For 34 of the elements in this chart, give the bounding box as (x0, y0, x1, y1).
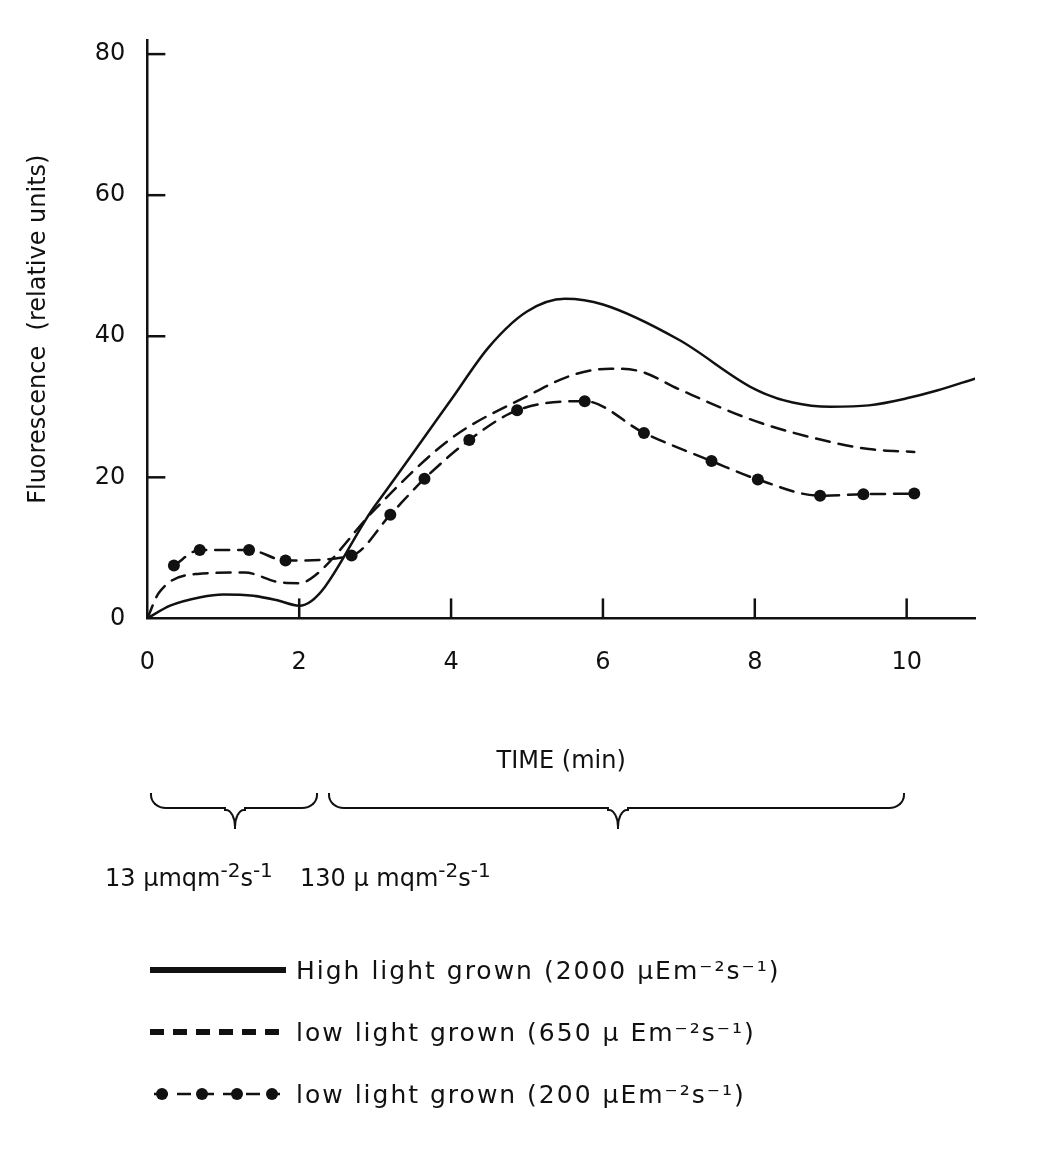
point (857, 488, 870, 501)
text: 13 µmqm$^{-2}$s$^{-1}$ (105, 858, 273, 892)
x-tick-label: 8 (747, 647, 763, 676)
point (578, 395, 591, 408)
x-axis-title: TIME (min) (495, 745, 626, 774)
point (511, 404, 524, 417)
point (463, 433, 476, 446)
x-tick-label: 4 (443, 647, 459, 676)
point (345, 549, 358, 562)
point (814, 489, 827, 502)
point (908, 487, 921, 500)
point (637, 426, 650, 439)
y-tick-label: 60 (94, 179, 126, 208)
text: 130 µ mqm$^{-2}$s$^{-1}$ (300, 858, 491, 892)
y-tick-label: 40 (94, 320, 126, 349)
legend-label: High light grown (2000 µEm⁻²s⁻¹) (296, 955, 781, 985)
x-tick-label: 10 (891, 647, 922, 676)
x-tick-label: 0 (139, 647, 155, 676)
y-tick-label: 20 (94, 461, 126, 490)
point (243, 543, 256, 556)
legend-label: low light grown (650 µ Em⁻²s⁻¹) (296, 1017, 756, 1047)
point (751, 473, 764, 486)
point (279, 554, 292, 567)
y-tick-label: 0 (110, 602, 126, 631)
point (418, 472, 431, 485)
point (167, 559, 180, 572)
y-tick-label: 80 (94, 38, 126, 67)
x-tick-label: 2 (291, 647, 307, 676)
y-axis-title: Fluorescence (relative units) (22, 154, 51, 504)
x-tick-label: 6 (595, 647, 611, 676)
point (705, 455, 718, 468)
point (384, 508, 397, 521)
point (193, 543, 206, 556)
legend-label: low light grown (200 µEm⁻²s⁻¹) (296, 1079, 746, 1109)
